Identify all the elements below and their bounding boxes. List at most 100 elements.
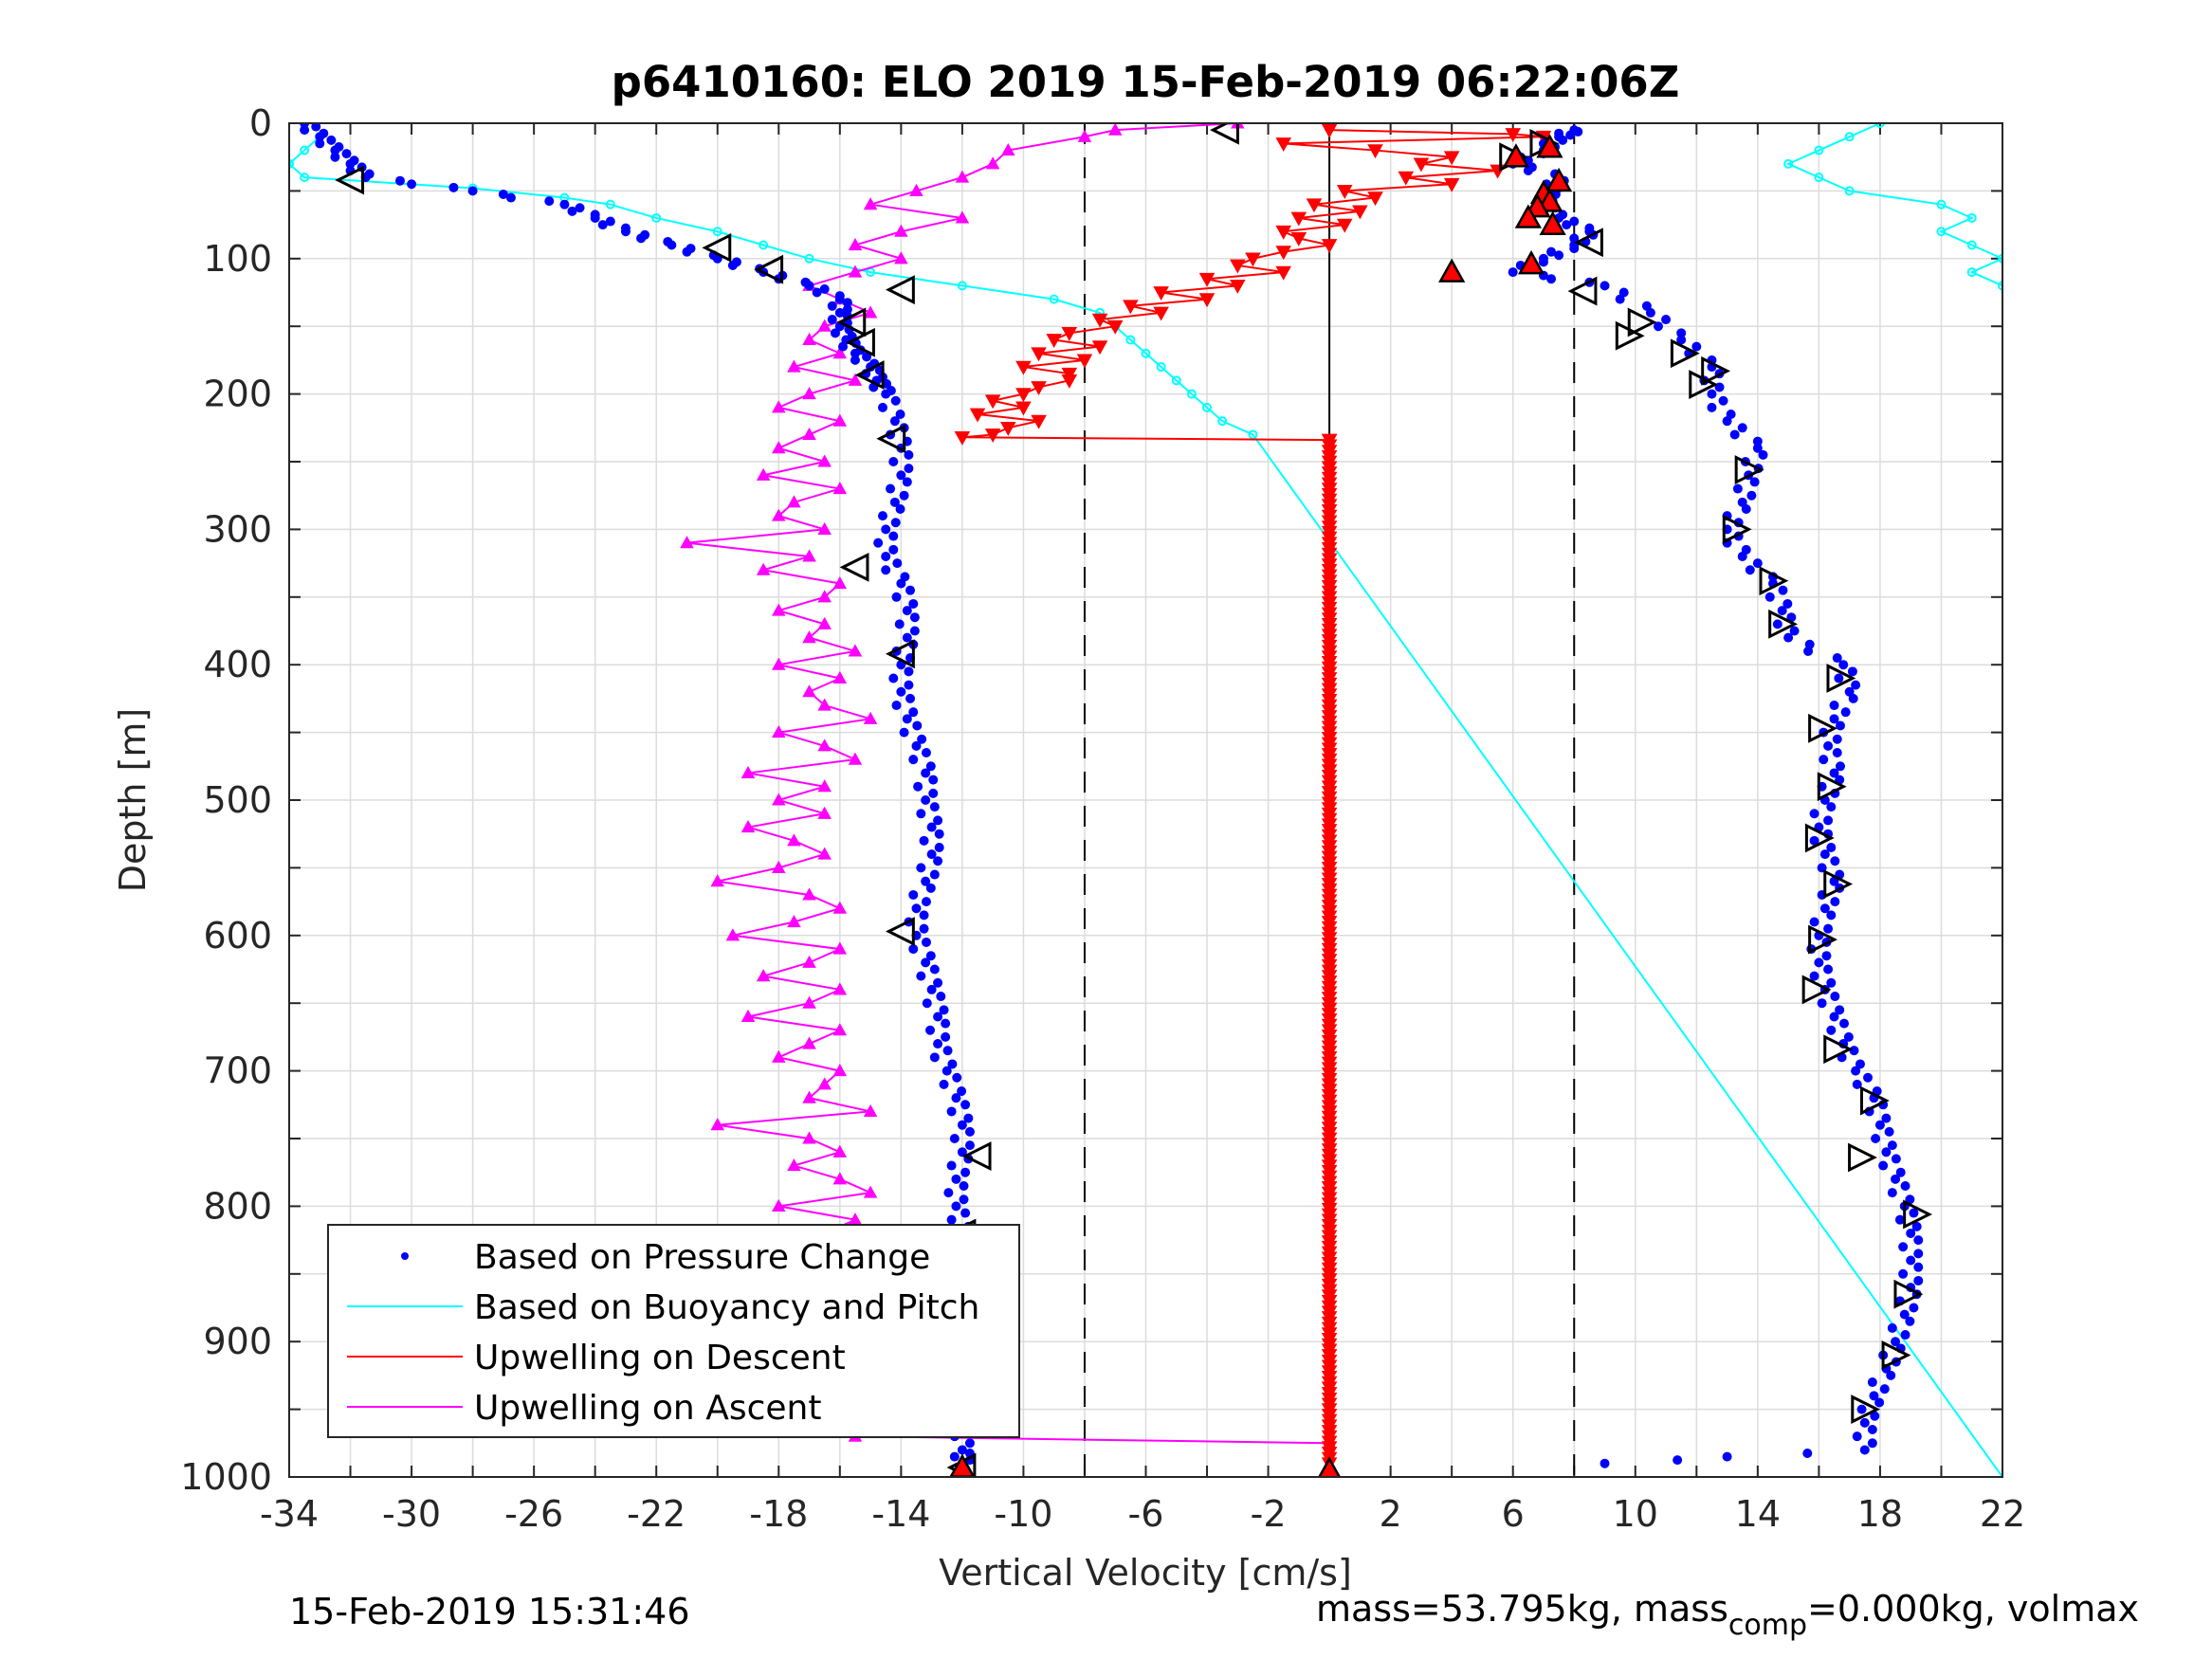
upwelling-ascent-point bbox=[772, 860, 786, 873]
pressure-point bbox=[877, 402, 887, 412]
upwelling-ascent-point bbox=[787, 1158, 801, 1172]
pressure-point bbox=[905, 585, 916, 595]
buoyancy-point bbox=[651, 212, 662, 223]
upwelling-descent-point bbox=[1321, 239, 1338, 254]
upwelling-ascent-point bbox=[772, 603, 786, 616]
pressure-point bbox=[1821, 951, 1832, 961]
pressure-point bbox=[1887, 1140, 1897, 1151]
open-triangle-marker-left bbox=[1574, 228, 1603, 258]
open-triangle-marker-left bbox=[886, 275, 915, 305]
pressure-point bbox=[330, 145, 340, 155]
pressure-point bbox=[559, 199, 570, 210]
pressure-point bbox=[1900, 1330, 1910, 1340]
pressure-point bbox=[921, 876, 931, 886]
pressure-point bbox=[300, 125, 310, 136]
pressure-point bbox=[1569, 233, 1580, 244]
pressure-point bbox=[1546, 246, 1557, 257]
pressure-point bbox=[1786, 612, 1797, 623]
pressure-point bbox=[1835, 761, 1845, 772]
pressure-point bbox=[902, 632, 912, 643]
pressure-point bbox=[1891, 1337, 1901, 1347]
pressure-point bbox=[895, 503, 905, 514]
pressure-point bbox=[311, 123, 321, 132]
x-tick-label: 6 bbox=[1502, 1493, 1525, 1535]
buoyancy-point bbox=[1844, 132, 1855, 142]
open-triangle-marker-left bbox=[886, 639, 915, 669]
pressure-point bbox=[946, 1214, 957, 1225]
x-tick-label: -30 bbox=[382, 1493, 441, 1535]
upwelling-ascent-point bbox=[817, 847, 832, 860]
x-tick-label: -22 bbox=[627, 1493, 686, 1535]
pressure-point bbox=[925, 761, 936, 772]
pressure-point bbox=[934, 829, 944, 839]
pressure-point bbox=[1546, 274, 1557, 284]
buoyancy-point bbox=[300, 173, 310, 183]
pressure-point bbox=[911, 740, 922, 751]
x-tick-label: -2 bbox=[1251, 1493, 1287, 1535]
pressure-point bbox=[1783, 632, 1794, 643]
open-triangle-marker-left bbox=[961, 1141, 992, 1171]
pressure-point bbox=[892, 558, 903, 569]
mass-prefix: mass=53.795kg, mass bbox=[1316, 1588, 1728, 1630]
pressure-point bbox=[850, 348, 860, 358]
y-tick-label: 200 bbox=[203, 374, 272, 415]
upwelling-ascent-point bbox=[802, 1036, 816, 1049]
buoyancy-point bbox=[1814, 145, 1824, 155]
pressure-point bbox=[827, 315, 837, 325]
upwelling-ascent-point bbox=[817, 616, 832, 629]
pressure-point bbox=[925, 883, 936, 893]
pressure-point bbox=[1707, 389, 1717, 399]
upwelling-ascent-point bbox=[832, 1023, 848, 1036]
pressure-point bbox=[1809, 809, 1819, 819]
open-triangle-marker-right bbox=[1903, 1199, 1933, 1230]
pressure-point bbox=[873, 538, 884, 548]
upwelling-descent-point bbox=[1367, 191, 1383, 207]
pressure-point bbox=[1899, 1309, 1910, 1320]
pressure-point bbox=[1863, 1072, 1874, 1083]
pressure-point bbox=[1829, 701, 1839, 711]
open-triangle-marker-right bbox=[1817, 772, 1847, 802]
upwelling-ascent-point bbox=[1001, 143, 1015, 156]
upwelling-descent-point bbox=[1505, 128, 1521, 142]
pressure-point bbox=[963, 1113, 974, 1123]
pressure-point bbox=[1905, 1194, 1915, 1205]
pressure-point bbox=[1884, 1126, 1894, 1137]
upwelling-ascent-point bbox=[832, 941, 848, 955]
buoyancy-point bbox=[1966, 212, 1977, 223]
upwelling-descent-point bbox=[1275, 225, 1291, 240]
pressure-point bbox=[957, 1120, 967, 1130]
buoyancy-point bbox=[289, 158, 294, 169]
pressure-point bbox=[1809, 835, 1819, 846]
open-triangle-marker-left bbox=[754, 254, 784, 284]
upwelling-ascent-point bbox=[710, 1118, 725, 1131]
upwelling-ascent-point bbox=[802, 1090, 816, 1103]
upwelling-ascent-point bbox=[802, 887, 816, 901]
pressure-point bbox=[1752, 558, 1763, 569]
pressure-point bbox=[575, 203, 585, 213]
pressure-point bbox=[933, 1039, 943, 1049]
buoyancy-point bbox=[1156, 362, 1166, 373]
upwelling-ascent-point bbox=[817, 319, 832, 332]
open-triangle-marker-left bbox=[1567, 276, 1598, 306]
pressure-point bbox=[1809, 971, 1819, 981]
pressure-point bbox=[921, 795, 931, 805]
upwelling-ascent-point bbox=[772, 725, 786, 738]
pressure-point bbox=[925, 951, 936, 961]
pressure-point bbox=[1819, 755, 1829, 765]
legend: Based on Pressure Change Based on Buoyan… bbox=[327, 1224, 1020, 1438]
upwelling-ascent-point bbox=[848, 237, 863, 251]
pressure-point bbox=[951, 1201, 961, 1212]
axes-box bbox=[288, 122, 2003, 1478]
upwelling-descent-point bbox=[1398, 171, 1415, 186]
y-tick-label: 500 bbox=[203, 779, 272, 821]
open-triangle-marker-right bbox=[1808, 924, 1837, 955]
upwelling-ascent-point bbox=[863, 197, 878, 210]
pressure-point bbox=[919, 923, 929, 934]
x-tick-label: 14 bbox=[1735, 1493, 1781, 1535]
x-tick-label: 2 bbox=[1380, 1493, 1402, 1535]
y-tick-label: 400 bbox=[203, 644, 272, 685]
pressure-point bbox=[315, 138, 325, 149]
upwelling-ascent-point bbox=[680, 536, 694, 549]
upwelling-descent-point bbox=[1015, 401, 1032, 416]
pressure-point bbox=[951, 1093, 961, 1103]
